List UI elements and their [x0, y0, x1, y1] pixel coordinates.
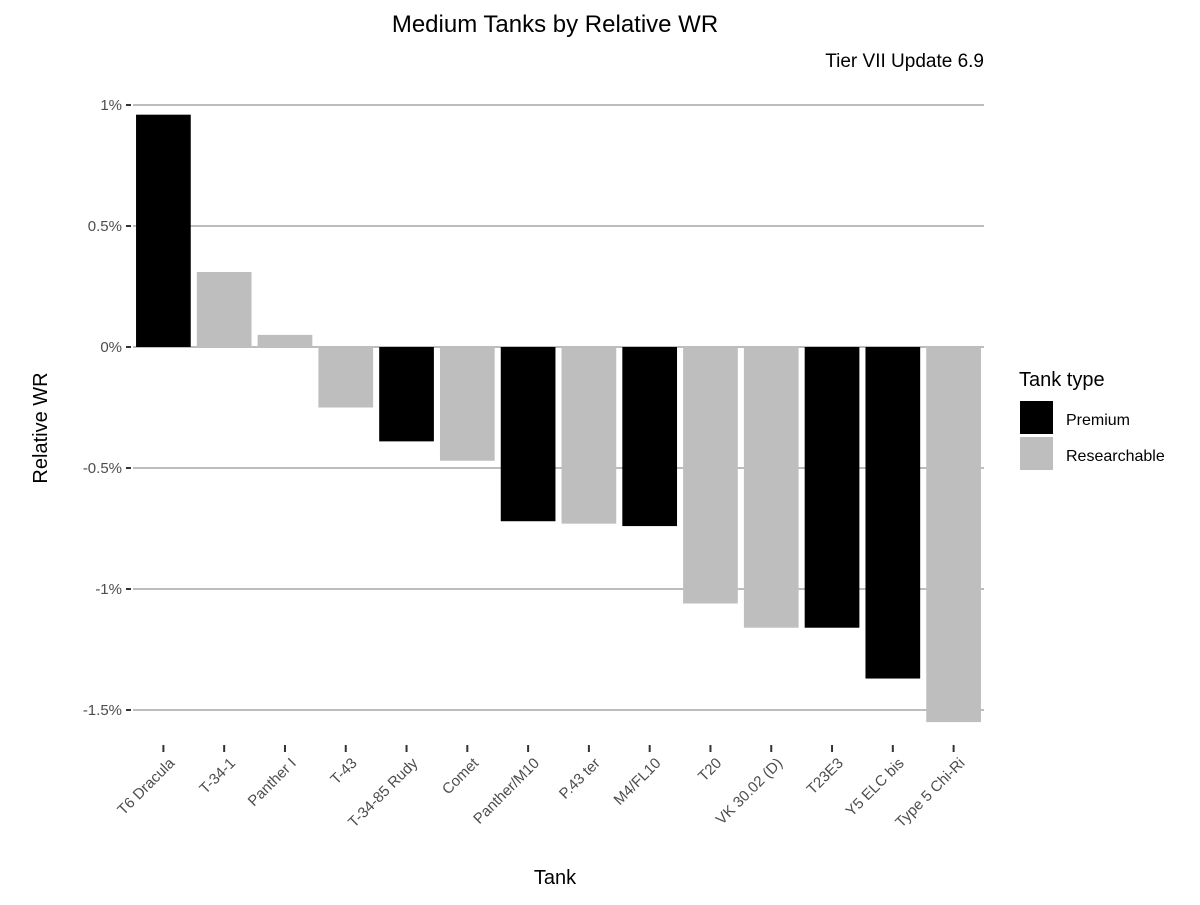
- x-tick-label: P.43 ter: [556, 755, 604, 803]
- bar: [561, 347, 617, 524]
- x-tick-label: Y5 ELC bis: [843, 755, 908, 820]
- bar: [622, 347, 678, 527]
- bar: [743, 347, 799, 628]
- x-tick-label: Panther/M10: [470, 755, 543, 828]
- x-tick-label: M4/FL10: [611, 755, 665, 809]
- bar: [379, 347, 434, 442]
- bar: [804, 347, 860, 628]
- legend-swatch-premium: [1020, 401, 1053, 434]
- bar: [865, 347, 921, 679]
- y-tick-label: -1.5%: [83, 702, 122, 719]
- bar: [257, 334, 313, 347]
- bar: [136, 114, 191, 348]
- legend-label-researchable: Researchable: [1066, 448, 1165, 465]
- y-tick-label: 0.5%: [88, 218, 122, 235]
- x-axis-label: Tank: [534, 867, 577, 889]
- legend-label-premium: Premium: [1066, 412, 1130, 429]
- x-tick-label: T20: [695, 755, 725, 785]
- bar: [439, 347, 495, 461]
- legend-title: Tank type: [1019, 369, 1105, 391]
- chart-subtitle: Tier VII Update 6.9: [825, 51, 984, 72]
- x-tick-label: T6 Dracula: [114, 754, 178, 818]
- bar: [318, 347, 374, 408]
- x-tick-label: T-43: [327, 755, 360, 788]
- y-tick-label: 1%: [100, 97, 122, 114]
- chart-title: Medium Tanks by Relative WR: [392, 11, 718, 38]
- x-tick-label: T-34-1: [196, 755, 239, 798]
- x-tick-label: Comet: [439, 754, 483, 798]
- y-tick-label: -0.5%: [83, 460, 122, 477]
- bar: [500, 347, 556, 522]
- bar: [926, 347, 981, 723]
- y-tick-label: -1%: [95, 581, 122, 598]
- x-tick-label: Panther I: [245, 755, 300, 810]
- legend: Tank type Premium Researchable: [1019, 369, 1165, 470]
- y-tick-label: 0%: [100, 339, 122, 356]
- bar: [196, 271, 252, 347]
- x-tick-label: T23E3: [804, 755, 847, 798]
- bar: [683, 347, 738, 604]
- legend-swatch-researchable: [1020, 437, 1053, 470]
- y-axis-label: Relative WR: [30, 372, 52, 483]
